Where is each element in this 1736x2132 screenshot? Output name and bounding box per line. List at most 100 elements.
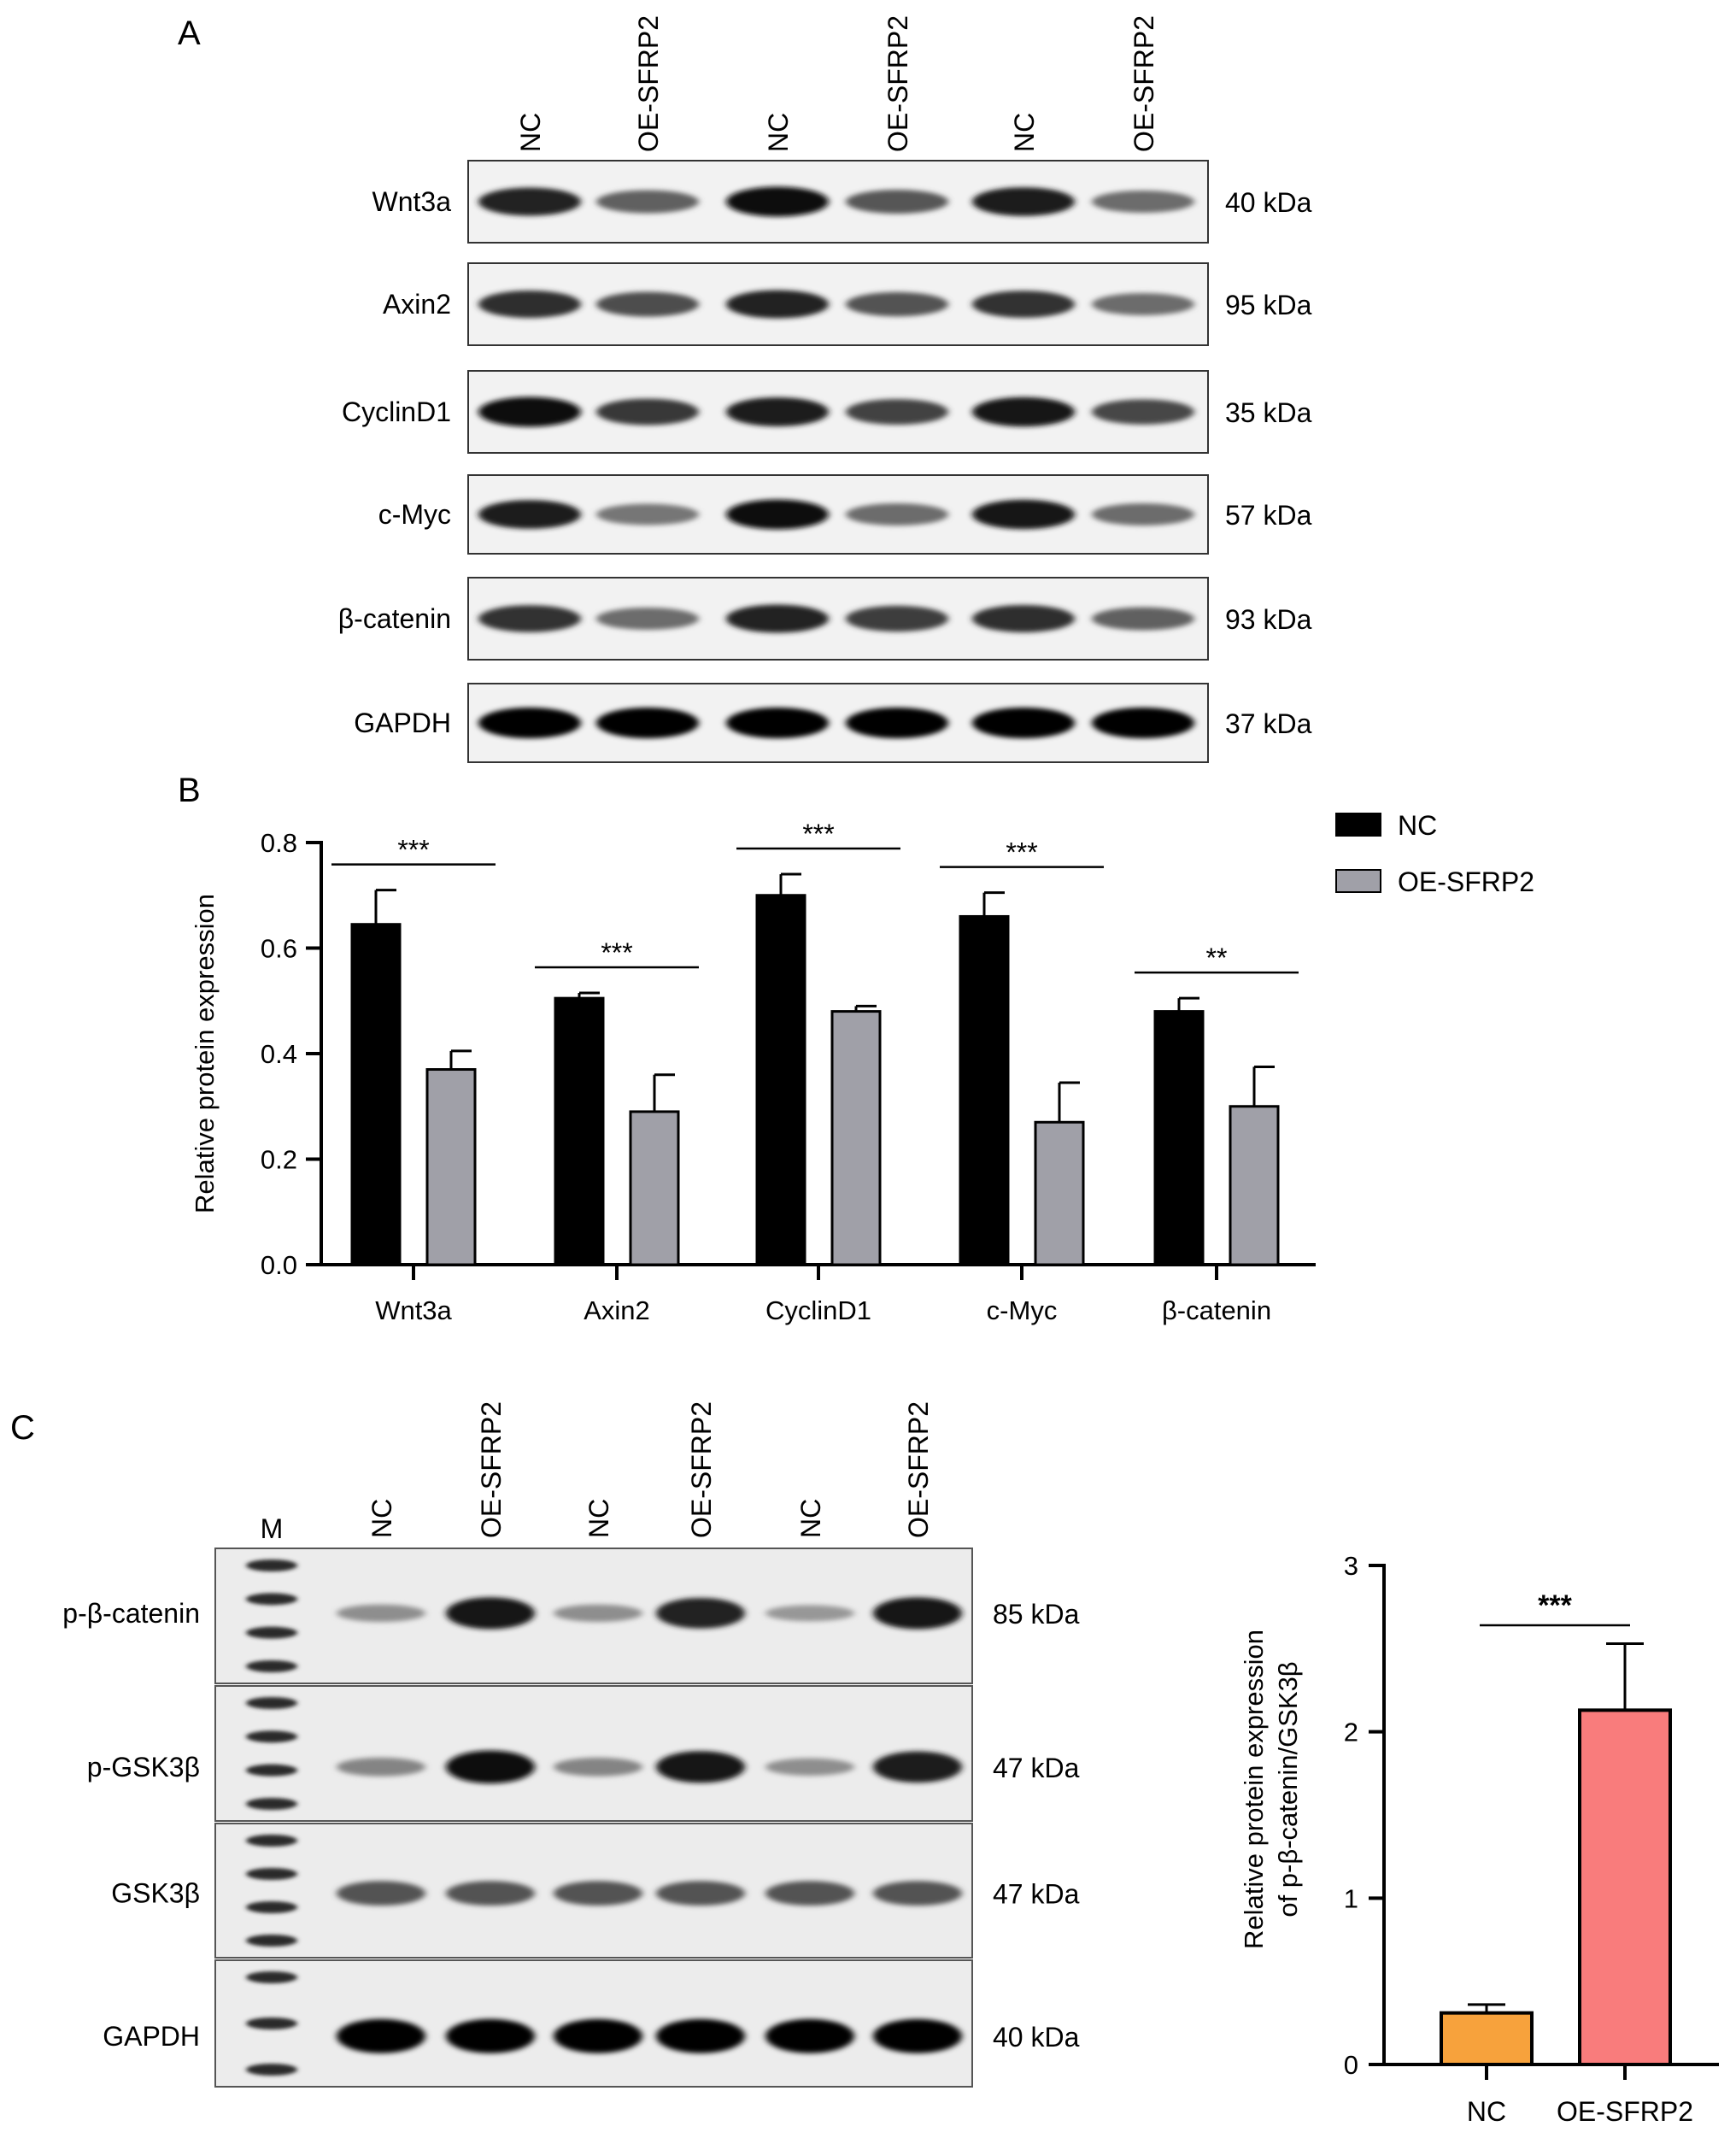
legend-label: OE-SFRP2	[1398, 866, 1534, 897]
protein-band	[656, 1751, 745, 1783]
lane-label: OE-SFRP2	[476, 1401, 507, 1538]
protein-band	[972, 187, 1075, 216]
protein-band	[1092, 708, 1194, 738]
significance-stars: ***	[802, 819, 834, 849]
marker-band	[246, 1660, 297, 1672]
protein-band	[846, 708, 948, 738]
marker-band	[246, 1901, 297, 1913]
significance-stars: ***	[1538, 1589, 1572, 1622]
x-tick-label: NC	[1467, 2096, 1506, 2127]
x-tick-label: Axin2	[584, 1295, 650, 1325]
protein-band	[726, 499, 829, 530]
kda-label: 40 kDa	[993, 2022, 1080, 2053]
bar	[1034, 1120, 1085, 1266]
panel-a-letter: A	[178, 15, 201, 52]
chart-b: 0.0 0.2 0.4 0.6 0.8 Relative protein expressi…	[190, 810, 1534, 1325]
protein-band	[446, 2018, 535, 2053]
protein-band	[656, 1881, 745, 1906]
lane-label: NC	[795, 1499, 826, 1538]
kda-label: 85 kDa	[993, 1599, 1080, 1630]
marker-band	[246, 2064, 297, 2076]
protein-band	[554, 1757, 642, 1777]
protein-band	[596, 291, 699, 317]
blot-strip	[467, 577, 1209, 661]
lane-label: OE-SFRP2	[686, 1401, 717, 1538]
protein-label: p-β-catenin	[62, 1598, 200, 1629]
marker-band	[246, 1868, 297, 1880]
protein-band	[554, 1881, 642, 1906]
kda-label: 37 kDa	[1225, 708, 1312, 739]
protein-band	[478, 396, 581, 427]
x-tick-label: Wnt3a	[375, 1295, 452, 1325]
protein-band	[846, 399, 948, 425]
y-tick-label: 0.2	[261, 1145, 297, 1175]
bar	[1578, 1708, 1672, 2066]
protein-band	[873, 2018, 962, 2053]
protein-band	[596, 398, 699, 426]
kda-label: 93 kDa	[1225, 604, 1312, 635]
blot-strip	[467, 683, 1209, 763]
significance-stars: ***	[601, 937, 632, 968]
blot-strip	[467, 370, 1209, 454]
marker-band	[246, 1935, 297, 1947]
bar	[350, 923, 402, 1266]
y-axis-title-line: of p-β-catenin/GSK3β	[1273, 1661, 1303, 1917]
x-tick-label: c-Myc	[987, 1295, 1058, 1325]
protein-band	[765, 2018, 854, 2053]
legend-label: NC	[1398, 810, 1437, 841]
significance-stars: **	[1206, 943, 1228, 973]
protein-band	[596, 708, 699, 738]
protein-band	[873, 1881, 962, 1906]
protein-band	[972, 708, 1075, 738]
kda-label: 40 kDa	[1225, 187, 1312, 218]
protein-band	[1092, 191, 1194, 213]
protein-label: GAPDH	[103, 2021, 200, 2052]
protein-band	[554, 1604, 642, 1623]
y-tick-label: 0	[1344, 2050, 1358, 2080]
bar	[1153, 1010, 1205, 1266]
marker-band	[246, 1593, 297, 1606]
protein-band	[726, 290, 829, 319]
protein-band	[337, 1757, 425, 1777]
protein-band	[765, 1758, 854, 1776]
x-tick-label: OE-SFRP2	[1557, 2096, 1693, 2127]
protein-band	[972, 499, 1075, 530]
kda-label: 57 kDa	[1225, 500, 1312, 531]
kda-label: 47 kDa	[993, 1753, 1080, 1783]
protein-band	[596, 503, 699, 526]
marker-band	[246, 2017, 297, 2029]
panel-c-letter: C	[10, 1409, 35, 1447]
lane-label: OE-SFRP2	[883, 15, 913, 152]
panel-a-blot: NC OE-SFRP2 NC OE-SFRP2 NC OE-SFRP2 Wnt3a 40 kD…	[338, 15, 1312, 763]
protein-band	[1092, 503, 1194, 526]
chart-c: 0 1 2 3 Relative protein expression of p-β-ca…	[1239, 1551, 1719, 2127]
y-tick-label: 0.6	[261, 934, 297, 964]
bar	[554, 996, 605, 1266]
bar	[959, 914, 1010, 1266]
legend-swatch	[1335, 869, 1381, 893]
protein-band	[446, 1597, 535, 1630]
protein-band	[478, 605, 581, 632]
protein-band	[478, 708, 581, 738]
protein-band	[656, 1597, 745, 1629]
marker-band	[246, 1971, 297, 1983]
protein-band	[478, 187, 581, 216]
blot-strip	[214, 1685, 973, 1822]
blot-strip	[467, 160, 1209, 244]
protein-band	[337, 1604, 425, 1623]
y-axis-title-line: Relative protein expression	[1239, 1630, 1269, 1949]
marker-band	[246, 1798, 297, 1810]
blot-strip	[467, 262, 1209, 346]
lane-label: NC	[584, 1499, 614, 1538]
y-axis-title: Relative protein expression	[190, 894, 220, 1213]
kda-label: 95 kDa	[1225, 290, 1312, 320]
legend-swatch	[1335, 813, 1381, 837]
protein-band	[726, 604, 829, 633]
lane-label: OE-SFRP2	[1129, 15, 1159, 152]
bar	[1440, 2011, 1534, 2066]
bar	[629, 1110, 680, 1266]
protein-band	[873, 1597, 962, 1630]
blot-strip	[467, 474, 1209, 555]
protein-label: β-catenin	[338, 603, 451, 634]
